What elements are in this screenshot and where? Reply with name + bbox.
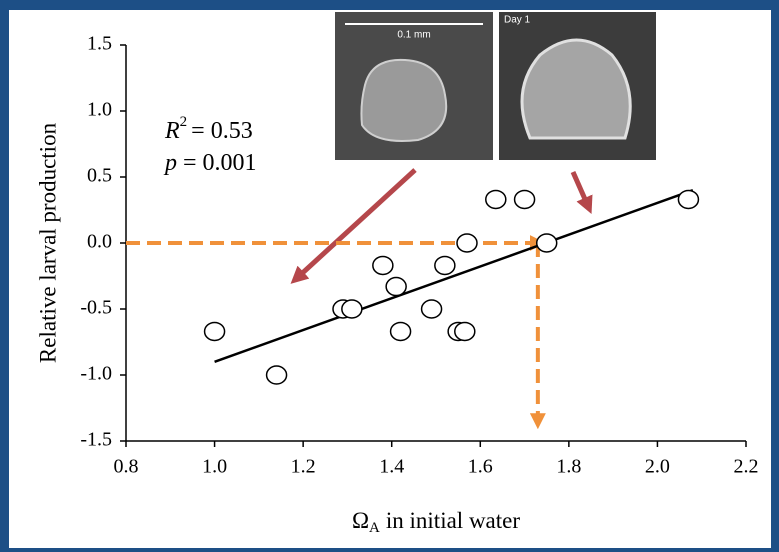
x-label-subscript: A xyxy=(369,520,380,536)
x-tick-label: 1.4 xyxy=(379,456,404,478)
p-text: = 0.001 xyxy=(183,150,257,176)
y-tick-label: -1.5 xyxy=(80,429,112,451)
point xyxy=(515,190,535,208)
x-label-text: in initial water xyxy=(386,508,520,533)
point xyxy=(205,322,225,340)
image-day-label: Day 1 xyxy=(504,15,531,26)
x-tick-label: 1.6 xyxy=(468,456,493,478)
point xyxy=(457,234,477,252)
x-tick-label: 2.2 xyxy=(734,456,759,478)
point xyxy=(391,322,411,340)
point xyxy=(455,322,475,340)
r2-annotation: R2= 0.53 xyxy=(164,114,253,143)
point xyxy=(342,300,362,318)
page: {"chart_data": {"type": "scatter", "y_la… xyxy=(0,0,779,552)
point xyxy=(435,256,455,274)
x-tick-label: 1.0 xyxy=(202,456,227,478)
image-scale-label: 0.1 mm xyxy=(397,30,430,41)
point xyxy=(373,256,393,274)
point xyxy=(486,190,506,208)
y-tick-label: 1.0 xyxy=(87,99,112,121)
y-tick-label: -1.0 xyxy=(80,363,112,385)
x-tick-label: 1.8 xyxy=(556,456,581,478)
x-label-symbol: Ω xyxy=(352,508,369,533)
point xyxy=(678,190,698,208)
y-tick-label: 1.5 xyxy=(87,33,112,55)
y-tick-label: 0.5 xyxy=(87,165,112,187)
x-tick-label: 2.0 xyxy=(645,456,670,478)
point xyxy=(422,300,442,318)
point xyxy=(386,278,406,296)
p-symbol: p xyxy=(163,150,177,176)
point xyxy=(267,366,287,384)
image-left: 0.1 mm xyxy=(335,12,493,160)
point xyxy=(537,234,557,252)
chart: Relative larval production ΩAin initial … xyxy=(0,0,779,552)
y-tick-label: 0.0 xyxy=(87,231,112,253)
y-tick-label: -0.5 xyxy=(80,297,112,319)
r2-exponent: 2 xyxy=(180,114,188,130)
r2-symbol: R xyxy=(164,118,180,144)
y-axis-label: Relative larval production xyxy=(35,122,60,363)
x-tick-label: 0.8 xyxy=(114,456,139,478)
image-right: Day 1 xyxy=(499,12,656,160)
x-tick-label: 1.2 xyxy=(291,456,316,478)
r2-text: = 0.53 xyxy=(191,118,253,144)
